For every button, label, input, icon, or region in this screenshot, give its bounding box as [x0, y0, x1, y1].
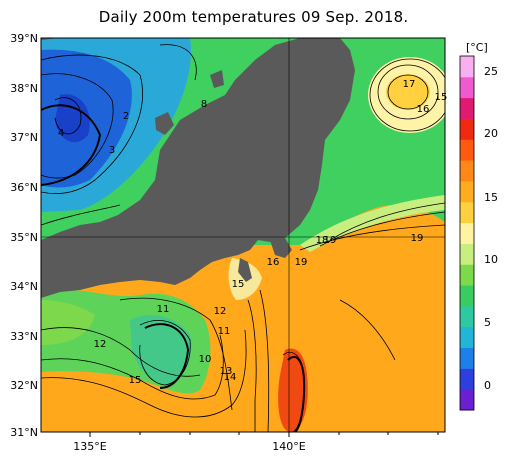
cold-core [130, 315, 192, 385]
colorbar-step [460, 285, 474, 307]
contour-label: 17 [403, 79, 416, 90]
lat-label: 31°N [10, 426, 38, 439]
colorbar-steps [460, 56, 474, 411]
colorbar-step [460, 97, 474, 119]
lat-label: 32°N [10, 379, 38, 392]
lon-axis: 135°E 140°E [73, 440, 305, 453]
contour-label: 12 [94, 339, 107, 350]
contour-label: 19 [324, 235, 337, 246]
colorbar-unit: [°C] [466, 41, 488, 54]
colorbar-step [460, 222, 474, 244]
contour-label: 8 [201, 99, 207, 110]
lat-label: 37°N [10, 131, 38, 144]
colorbar-step [460, 326, 474, 349]
land [41, 38, 355, 298]
coastal-green [41, 300, 95, 345]
contour-label: 11 [218, 326, 231, 337]
colorbar-step [460, 76, 474, 99]
colorbar: [°C] 25 20 15 10 5 0 [459, 41, 498, 411]
colorbar-step [460, 389, 474, 411]
contour-label: 15 [129, 375, 142, 386]
contour-label: 15 [435, 92, 448, 103]
contour-label: 16 [267, 257, 280, 268]
contour-label: 18 [316, 235, 329, 246]
contours [41, 44, 445, 432]
ticks [89, 432, 439, 437]
colorbar-step [460, 305, 474, 328]
contour-label: 12 [214, 306, 227, 317]
contour-label: 3 [109, 145, 115, 156]
contour-label: 16 [417, 104, 430, 115]
graticule [41, 38, 445, 432]
contour-label: 10 [199, 354, 212, 365]
colorbar-tick: 0 [484, 379, 491, 392]
contour-label: 19 [295, 257, 308, 268]
lat-axis: 39°N 38°N 37°N 36°N 35°N 34°N 33°N 32°N … [10, 32, 38, 439]
colorbar-tick: 25 [484, 65, 498, 78]
lat-label: 39°N [10, 32, 38, 45]
lon-label: 140°E [272, 440, 305, 453]
hot-core [278, 348, 308, 432]
map-title: Daily 200m temperatures 09 Sep. 2018. [98, 8, 409, 26]
colorbar-step [460, 243, 474, 265]
map-field [41, 38, 445, 432]
colorbar-step [460, 139, 474, 161]
colorbar-step [460, 118, 474, 140]
contour-label-group: 2 3 4 8 17 16 15 16 18 19 19 19 15 11 12… [58, 79, 448, 386]
bold-contours [41, 104, 306, 432]
contour-label: 19 [411, 233, 424, 244]
colorbar-step [460, 264, 474, 286]
colorbar-tick: 10 [484, 253, 498, 266]
colorbar-step [460, 180, 474, 203]
contour-label: 4 [58, 128, 64, 139]
contour-label: 13 [220, 366, 233, 377]
colorbar-frame [459, 55, 475, 411]
colorbar-tick: 5 [484, 316, 491, 329]
lat-label: 35°N [10, 231, 38, 244]
colorbar-step [460, 201, 474, 224]
warm-eddy-core [386, 74, 430, 110]
map-frame [40, 37, 446, 433]
contour-label: 14 [224, 372, 237, 383]
colorbar-step [460, 56, 474, 78]
colorbar-tick: 15 [484, 191, 498, 204]
contour-label: 11 [157, 304, 170, 315]
lat-label: 38°N [10, 82, 38, 95]
colorbar-step [460, 347, 474, 369]
lon-label: 135°E [73, 440, 106, 453]
colorbar-step [460, 368, 474, 390]
contour-label: 2 [123, 111, 129, 122]
lat-label: 36°N [10, 181, 38, 194]
contour-label: 15 [232, 279, 245, 290]
colorbar-step [460, 160, 474, 182]
lat-label: 34°N [10, 280, 38, 293]
lat-label: 33°N [10, 330, 38, 343]
colorbar-tick: 20 [484, 127, 498, 140]
